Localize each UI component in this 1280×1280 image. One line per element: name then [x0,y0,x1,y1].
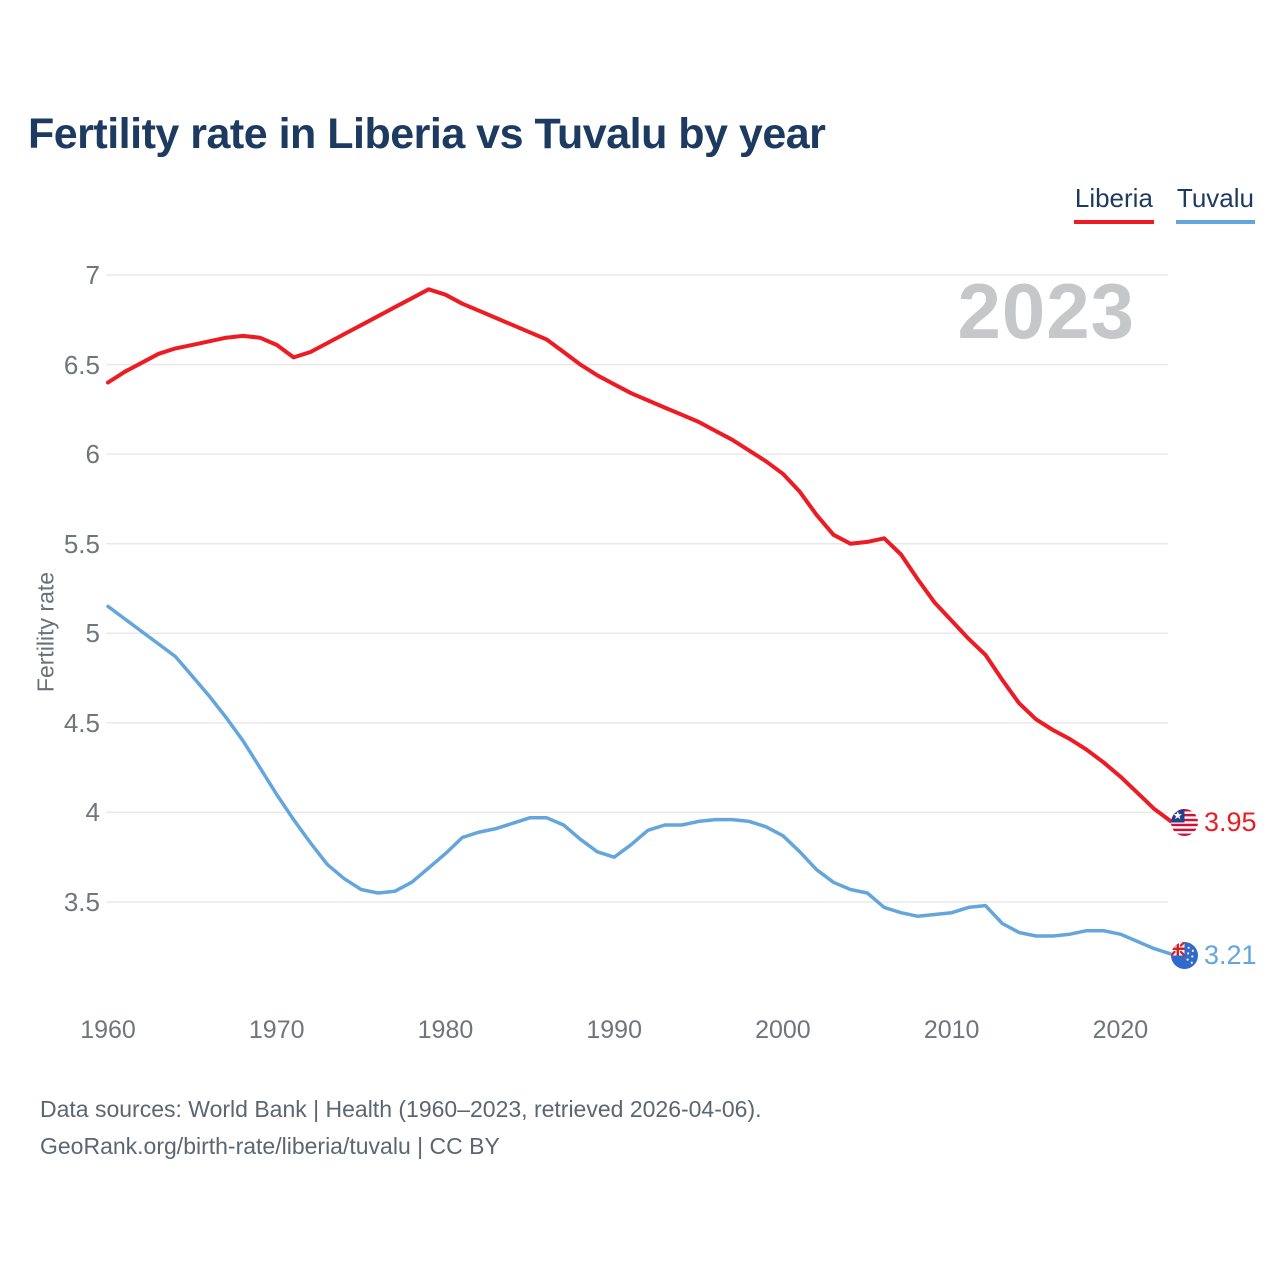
attribution-line: GeoRank.org/birth-rate/liberia/tuvalu | … [40,1133,500,1159]
liberia-flag-icon [1171,809,1198,837]
legend-item-tuvalu[interactable]: Tuvalu [1175,183,1255,224]
y-tick-label: 4.5 [63,707,100,738]
y-tick-label: 3.5 [63,887,100,917]
y-tick-label: 5.5 [63,528,100,559]
x-tick-label: 1960 [80,1016,136,1044]
x-tick-label: 2000 [755,1016,811,1044]
series-line-liberia [106,287,1173,824]
y-tick-label: 5 [85,618,100,649]
end-label-liberia: 3.95 [1171,807,1257,838]
x-tick-label: 2010 [923,1016,980,1044]
legend: Liberia Tuvalu [1073,183,1255,224]
end-value-liberia: 3.95 [1204,807,1257,838]
legend-item-liberia[interactable]: Liberia [1073,183,1154,224]
end-label-tuvalu: 3.21 [1171,940,1257,971]
x-tick-label: 1990 [586,1016,642,1044]
x-tick-label: 2020 [1092,1016,1149,1044]
tuvalu-flag-icon [1171,941,1198,969]
end-value-tuvalu: 3.21 [1204,939,1257,970]
x-tick-label: 1970 [248,1016,305,1044]
page-title: Fertility rate in Liberia vs Tuvalu by y… [28,110,826,158]
series-line-tuvalu [106,604,1173,956]
y-axis-title: Fertility rate [32,571,59,693]
data-sources-line: Data sources: World Bank | Health (1960–… [40,1096,762,1122]
footer: Data sources: World Bank | Health (1960–… [40,1091,762,1165]
y-tick-label: 4 [85,797,100,828]
year-watermark: 2023 [957,267,1135,355]
legend-label-tuvalu: Tuvalu [1176,183,1254,213]
y-tick-label: 6.5 [63,349,100,380]
legend-label-liberia: Liberia [1074,183,1153,213]
y-tick-label: 7 [85,260,100,290]
x-tick-label: 1980 [417,1016,474,1044]
y-tick-label: 6 [85,439,100,470]
